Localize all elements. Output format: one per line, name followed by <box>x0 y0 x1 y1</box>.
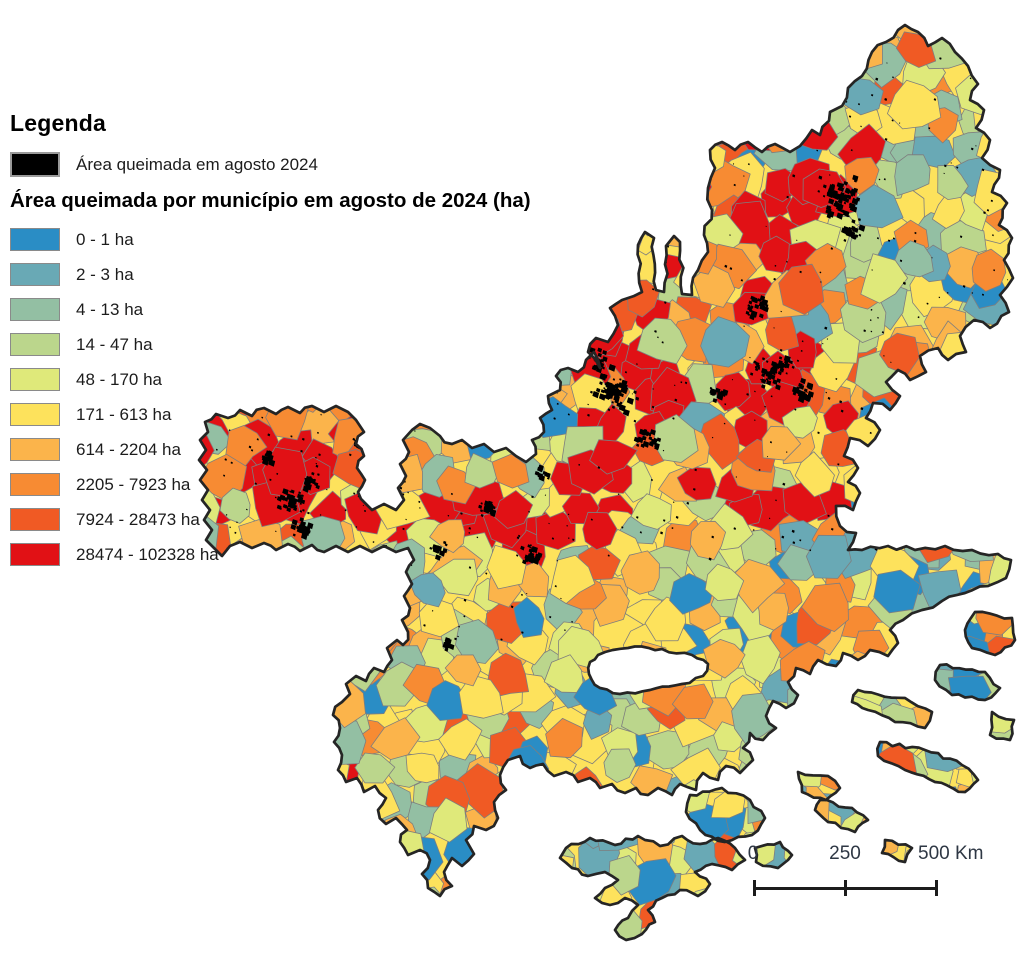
burned-area-label: Área queimada em agosto 2024 <box>76 154 318 174</box>
legend-class-label: 2 - 3 ha <box>76 264 134 284</box>
scale-tick <box>935 880 938 896</box>
legend-class-swatch <box>10 403 60 426</box>
legend-class-row: 48 - 170 ha <box>10 367 531 392</box>
scale-label-middle: 250 <box>829 843 861 864</box>
legend-class-list: 0 - 1 ha 2 - 3 ha 4 - 13 ha 14 - 47 ha 48 - … <box>10 227 531 567</box>
legend-class-swatch <box>10 333 60 356</box>
legend-class-swatch <box>10 473 60 496</box>
legend-class-row: 4 - 13 ha <box>10 297 531 322</box>
legend-class-row: 7924 - 28473 ha <box>10 507 531 532</box>
scale-tick <box>753 880 756 896</box>
legend-class-swatch <box>10 543 60 566</box>
legend-class-swatch <box>10 263 60 286</box>
legend-class-label: 2205 - 7923 ha <box>76 474 191 494</box>
choropleth-title: Área queimada por município em agosto de… <box>10 189 531 212</box>
legend-class-swatch <box>10 228 60 251</box>
legend-class-label: 48 - 170 ha <box>76 369 163 389</box>
legend-title: Legenda <box>10 110 106 136</box>
legend-class-swatch <box>10 438 60 461</box>
legend-class-label: 171 - 613 ha <box>76 404 172 424</box>
legend-class-label: 4 - 13 ha <box>76 299 144 319</box>
legend-class-row: 14 - 47 ha <box>10 332 531 357</box>
legend-class-row: 2 - 3 ha <box>10 262 531 287</box>
legend-class-swatch <box>10 298 60 321</box>
legend-class-swatch <box>10 508 60 531</box>
scale-bar: 0 250 500 Km <box>740 843 1020 903</box>
legend-class-row: 171 - 613 ha <box>10 402 531 427</box>
scale-label-end: 500 Km <box>918 843 984 864</box>
legend-class-label: 14 - 47 ha <box>76 334 153 354</box>
legend-class-row: 614 - 2204 ha <box>10 437 531 462</box>
scale-label-start: 0 <box>747 843 759 864</box>
legend-class-label: 7924 - 28473 ha <box>76 509 200 529</box>
legend-class-label: 0 - 1 ha <box>76 229 134 249</box>
legend-class-swatch <box>10 368 60 391</box>
legend-class-row: 0 - 1 ha <box>10 227 531 252</box>
legend-class-label: 28474 - 102328 ha <box>76 544 219 564</box>
scale-tick <box>844 880 847 896</box>
burned-area-swatch <box>10 152 60 177</box>
legend-burned-item: Área queimada em agosto 2024 <box>10 152 531 177</box>
legend-class-label: 614 - 2204 ha <box>76 439 181 459</box>
legend: Legenda Área queimada em agosto 2024 Áre… <box>10 110 531 577</box>
legend-class-row: 2205 - 7923 ha <box>10 472 531 497</box>
legend-class-row: 28474 - 102328 ha <box>10 542 531 567</box>
